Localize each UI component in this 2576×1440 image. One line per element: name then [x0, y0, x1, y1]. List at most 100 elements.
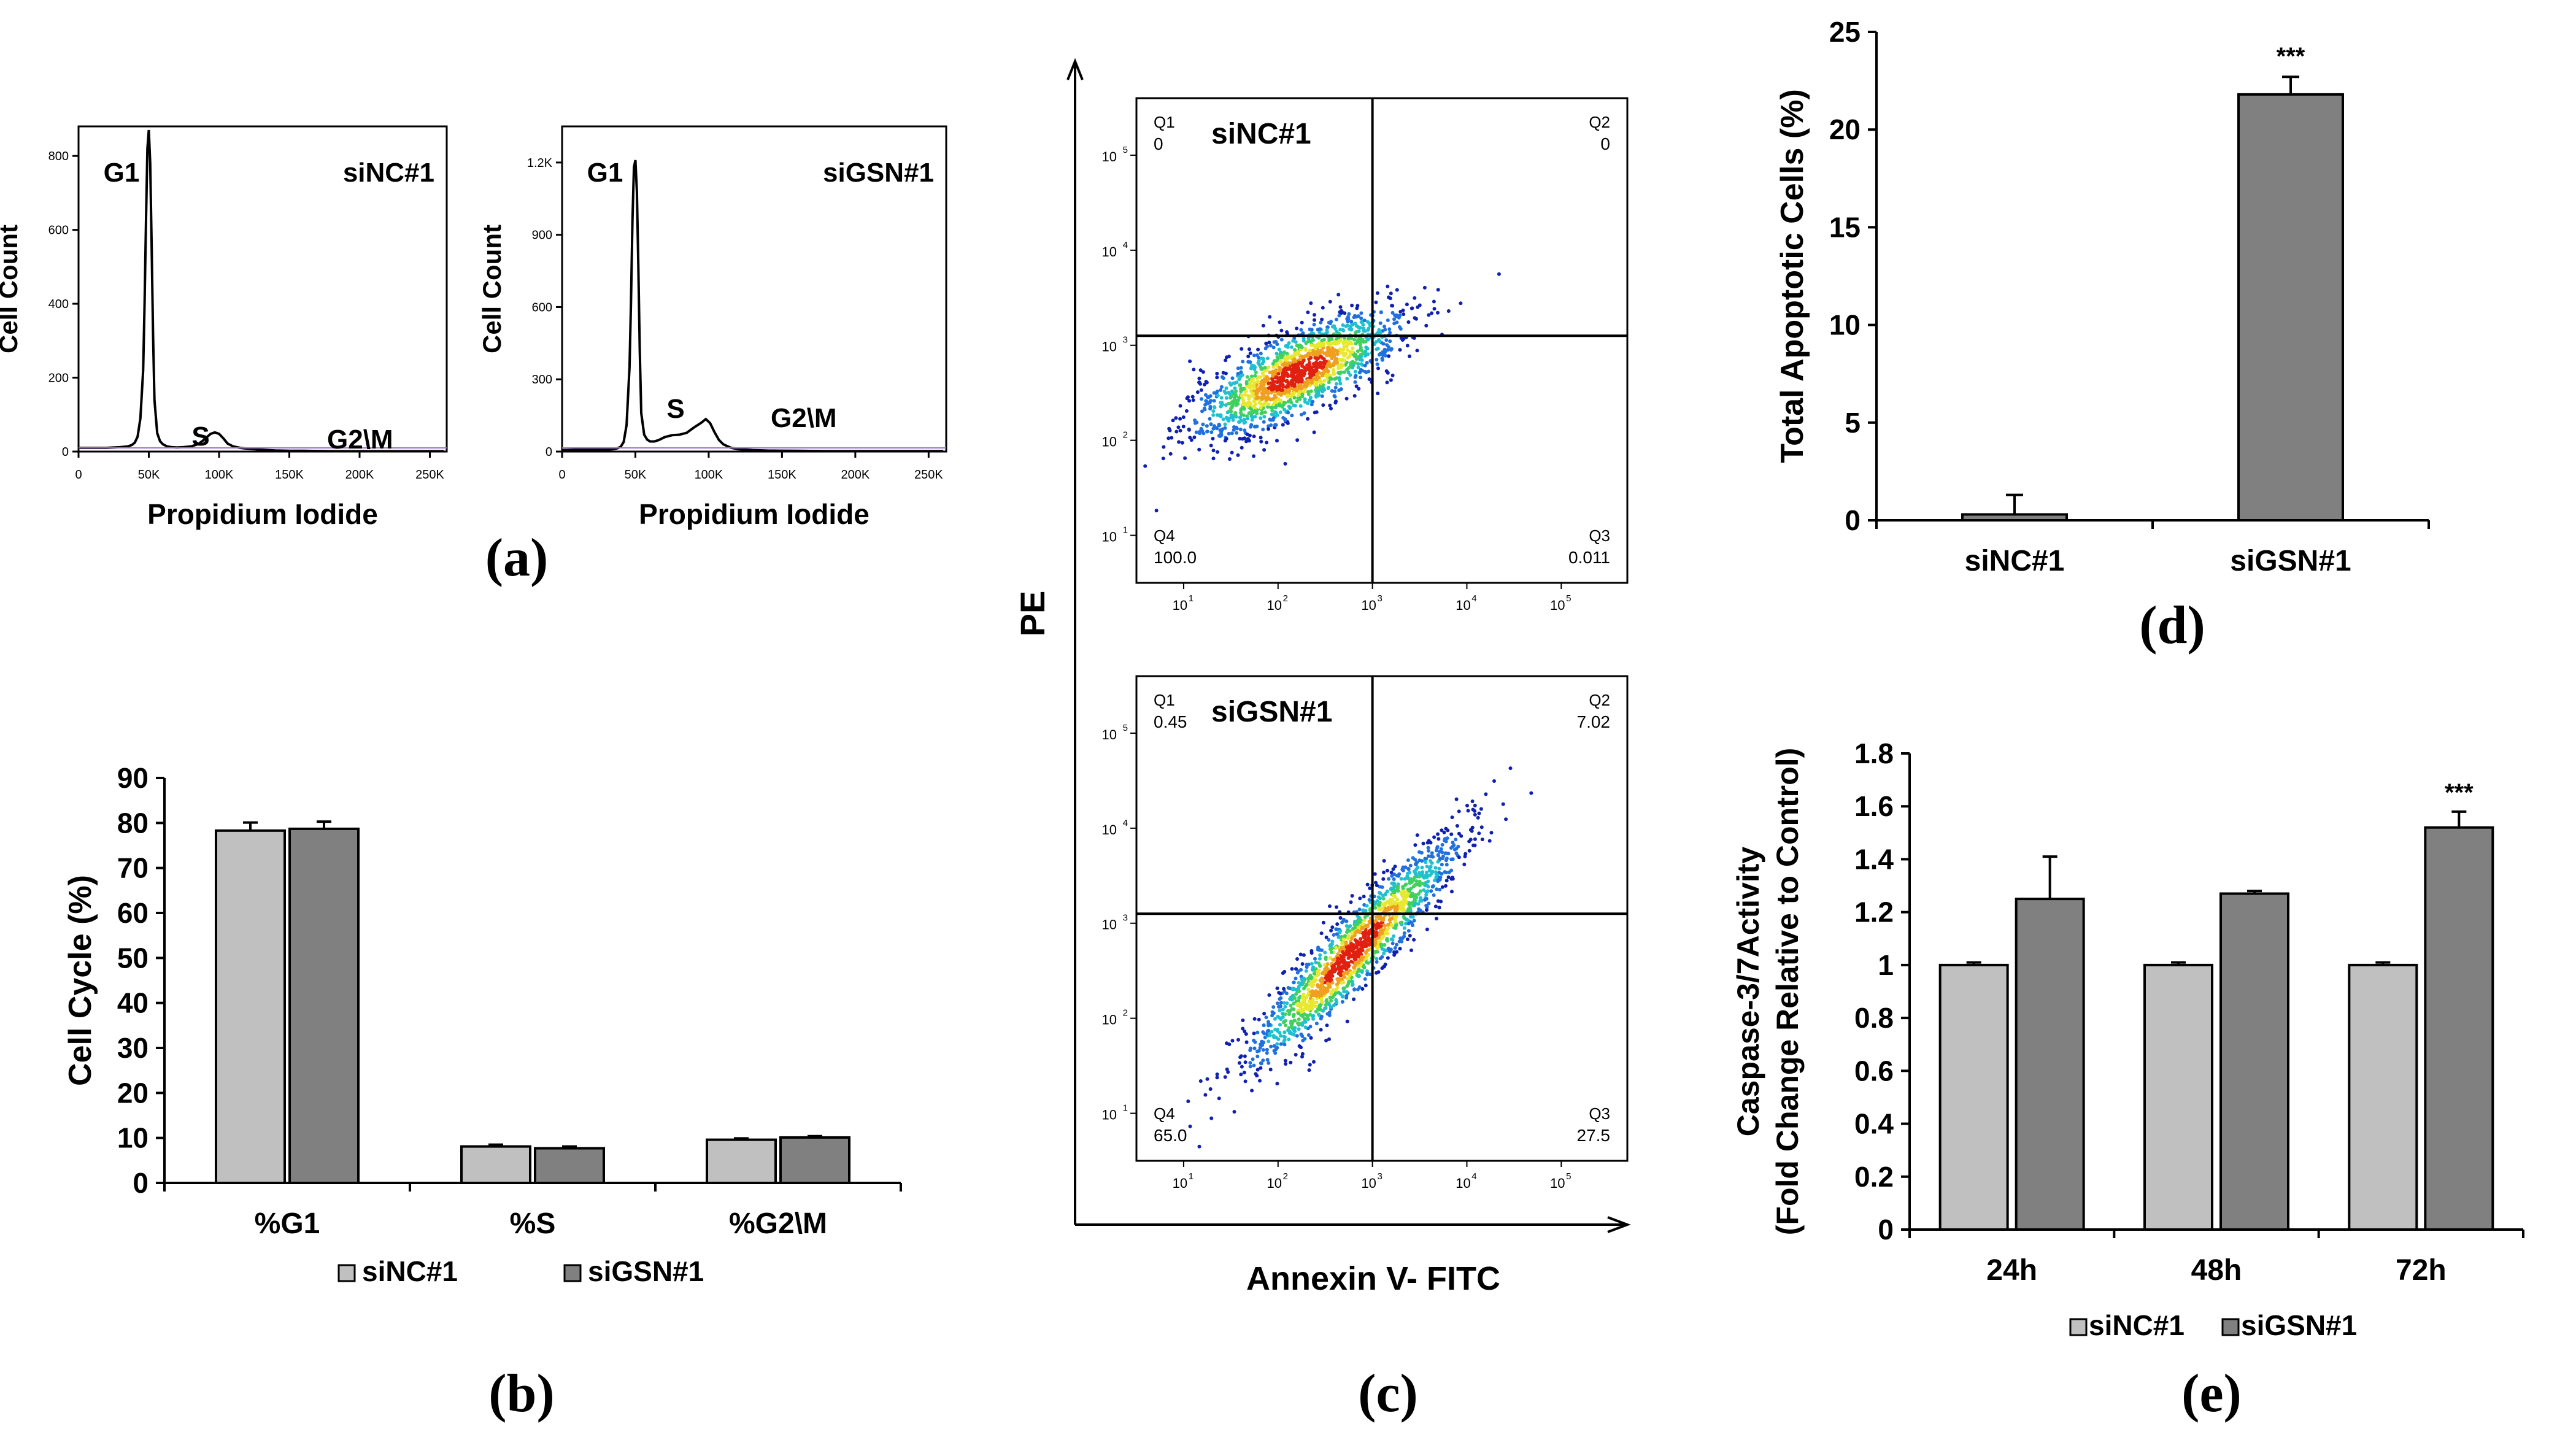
event-dot — [1334, 967, 1338, 971]
event-dot — [1457, 855, 1461, 860]
x-tick-exponent: 3 — [1377, 593, 1382, 604]
event-dot — [1328, 947, 1332, 951]
event-dot — [1296, 1011, 1300, 1015]
y-tick-label: 0 — [62, 445, 69, 459]
event-dot — [1290, 414, 1294, 418]
event-dot — [1277, 391, 1281, 395]
event-dot — [1255, 383, 1259, 387]
event-dot — [1292, 396, 1297, 400]
event-dot — [1413, 901, 1417, 906]
event-dot — [1293, 1029, 1297, 1033]
event-dot — [1331, 988, 1335, 992]
event-dot — [1426, 885, 1430, 889]
event-dot — [1487, 839, 1492, 843]
event-dot — [1393, 946, 1397, 950]
event-dot — [1368, 921, 1372, 925]
event-dot — [1289, 345, 1294, 349]
event-dot — [1489, 831, 1494, 835]
event-dot — [1208, 417, 1212, 421]
event-dot — [1307, 364, 1311, 368]
bar-siNC#1-%G1 — [215, 829, 286, 1185]
event-dot — [1417, 907, 1421, 911]
event-dot — [1298, 387, 1303, 391]
event-dot — [1262, 1041, 1265, 1044]
event-dot — [1316, 947, 1320, 952]
y-tick-label: 10 — [1102, 727, 1117, 742]
event-dot — [1397, 874, 1400, 878]
event-dot — [1197, 376, 1201, 380]
event-dot — [1436, 832, 1440, 836]
event-dot — [1304, 969, 1308, 973]
event-dot — [1309, 976, 1313, 980]
event-dot — [1278, 991, 1282, 996]
quadrant-name-Q1: Q1 — [1154, 113, 1175, 131]
event-dot — [1451, 876, 1454, 880]
event-dot — [1278, 353, 1282, 356]
event-dot — [1321, 403, 1325, 407]
event-dot — [1378, 352, 1382, 356]
event-dot — [1198, 382, 1202, 386]
event-dot — [1322, 360, 1326, 364]
event-dot — [1296, 1001, 1300, 1006]
event-dot — [1259, 1066, 1263, 1070]
event-dot — [1293, 352, 1297, 356]
event-dot — [1390, 304, 1395, 308]
event-dot — [1421, 882, 1425, 886]
event-dot — [1204, 393, 1208, 397]
event-dot — [1290, 1025, 1294, 1029]
event-dot — [1350, 303, 1354, 307]
event-dot — [1257, 1049, 1261, 1053]
event-dot — [1432, 893, 1436, 897]
event-dot — [1439, 847, 1443, 851]
event-dot — [1315, 372, 1319, 377]
event-dot — [1424, 896, 1429, 901]
event-dot — [1228, 457, 1232, 461]
event-dot — [1290, 368, 1295, 372]
event-dot — [1269, 406, 1273, 410]
event-dot — [1385, 931, 1389, 936]
event-dot — [1398, 901, 1402, 906]
event-dot — [1342, 958, 1346, 962]
event-dot — [1225, 1067, 1229, 1071]
event-dot — [1347, 925, 1351, 929]
event-dot — [1306, 1033, 1311, 1037]
event-dot — [1314, 1000, 1319, 1004]
event-dot — [1290, 1021, 1294, 1025]
event-dot — [1268, 418, 1273, 422]
event-dot — [1205, 424, 1209, 428]
event-dot — [1304, 1003, 1308, 1007]
event-dot — [1365, 942, 1370, 947]
event-dot — [1392, 934, 1396, 938]
y-tick-label: 15 — [1829, 211, 1861, 243]
event-dot — [1414, 874, 1419, 878]
event-dot — [1278, 1004, 1282, 1008]
event-dot — [1358, 920, 1362, 924]
event-dot — [1301, 992, 1306, 996]
event-dot — [1230, 405, 1234, 409]
event-dot — [1501, 802, 1505, 806]
event-dot — [1336, 971, 1341, 976]
event-dot — [1373, 872, 1377, 876]
event-dot — [1287, 387, 1291, 391]
event-dot — [1363, 977, 1367, 981]
event-dot — [1308, 1063, 1312, 1067]
event-dot — [1244, 382, 1249, 386]
event-dot — [1357, 907, 1362, 912]
event-dot — [1365, 904, 1369, 908]
event-dot — [1329, 406, 1333, 410]
event-dot — [1393, 313, 1397, 317]
event-dot — [1436, 288, 1440, 292]
event-dot — [1473, 843, 1477, 847]
event-dot — [1252, 1063, 1256, 1068]
event-dot — [1263, 410, 1267, 414]
event-dot — [1241, 360, 1245, 364]
event-dot — [1255, 396, 1260, 400]
event-dot — [1335, 985, 1340, 990]
event-dot — [1463, 854, 1467, 858]
bar-siNC#1-24h — [1938, 963, 2009, 1231]
quadrant-value-Q1: 0 — [1154, 134, 1163, 153]
y-tick-label: 10 — [117, 1122, 148, 1154]
event-dot — [1271, 365, 1276, 369]
event-dot — [1477, 831, 1481, 836]
event-dot — [1244, 389, 1248, 393]
